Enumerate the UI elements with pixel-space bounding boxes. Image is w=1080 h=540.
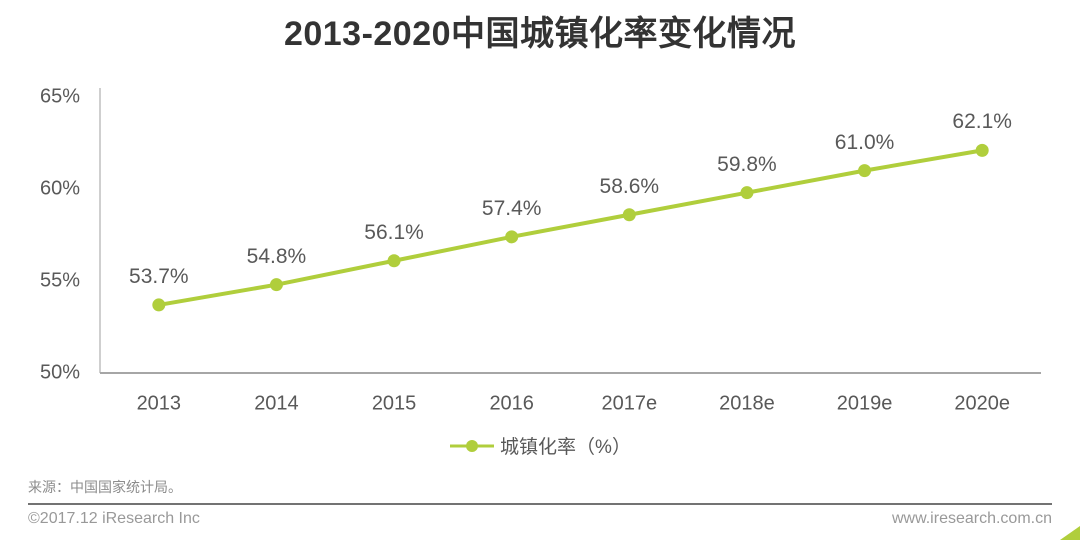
legend: 城镇化率（%）	[0, 432, 1080, 459]
data-point	[269, 278, 283, 292]
data-point	[740, 186, 754, 200]
trend-line	[156, 148, 985, 307]
chart-title: 2013-2020中国城镇化率变化情况	[283, 15, 797, 53]
data-point	[152, 298, 166, 312]
data-point	[505, 230, 519, 244]
data-point	[858, 164, 872, 178]
data-point	[387, 254, 401, 268]
legend-line-marker-icon	[450, 439, 495, 452]
data-point	[975, 143, 989, 157]
website-text: www.iresearch.com.cn	[891, 510, 1052, 527]
data-point	[622, 208, 636, 222]
source-note: 来源：中国国家统计局。	[28, 479, 182, 495]
copyright-text: ©2017.12 iResearch Inc	[28, 510, 200, 527]
legend-label: 城镇化率（%）	[500, 437, 631, 458]
footer: ©2017.12 iResearch Inc www.iresearch.com…	[28, 510, 1052, 528]
footer-divider	[28, 503, 1052, 505]
